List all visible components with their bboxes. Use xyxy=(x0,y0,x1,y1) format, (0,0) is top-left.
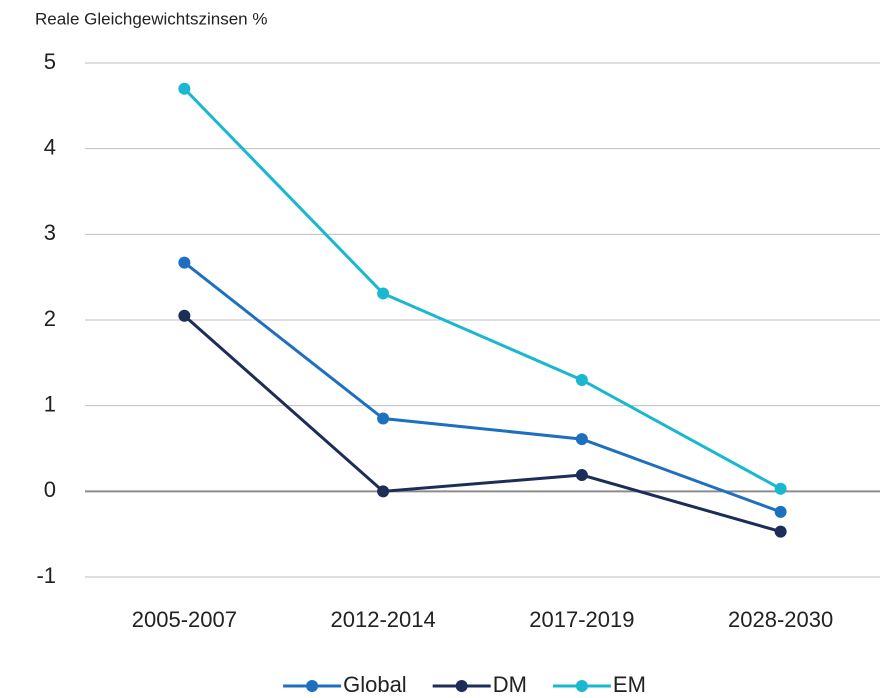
x-tick-label: 2012-2014 xyxy=(331,607,436,632)
x-tick-label: 2017-2019 xyxy=(529,607,634,632)
data-point xyxy=(377,485,390,498)
legend-marker xyxy=(455,680,468,692)
y-tick-label: 5 xyxy=(44,49,56,74)
legend-item: EM xyxy=(552,672,646,697)
x-tick-label: 2028-2030 xyxy=(728,607,833,632)
data-point xyxy=(575,469,588,482)
y-tick-label: 4 xyxy=(44,134,56,159)
y-tick-label: 3 xyxy=(44,220,56,245)
x-tick-label: 2005-2007 xyxy=(132,607,237,632)
data-point xyxy=(178,82,191,95)
chart-title: Reale Gleichgewichtszinsen % xyxy=(35,9,267,28)
y-tick-label: -1 xyxy=(36,563,56,588)
legend-label: DM xyxy=(493,672,527,697)
series-line xyxy=(183,261,782,514)
legend-label: Global xyxy=(343,672,407,697)
data-point xyxy=(774,505,787,518)
data-point xyxy=(774,525,787,538)
data-point xyxy=(178,309,191,322)
data-point xyxy=(178,256,191,269)
y-tick-label: 0 xyxy=(44,477,56,502)
data-point xyxy=(575,433,588,446)
data-point xyxy=(377,287,390,300)
data-point xyxy=(774,482,787,495)
legend-item: Global xyxy=(283,672,407,697)
legend-item: DM xyxy=(432,672,527,697)
legend-label: EM xyxy=(613,672,646,697)
data-point xyxy=(377,412,390,425)
y-tick-label: 2 xyxy=(44,306,56,331)
legend-marker xyxy=(306,680,319,692)
series-line xyxy=(183,87,782,491)
data-point xyxy=(575,373,588,386)
y-tick-label: 1 xyxy=(44,391,56,416)
series-line xyxy=(183,314,782,534)
legend-marker xyxy=(575,680,588,692)
